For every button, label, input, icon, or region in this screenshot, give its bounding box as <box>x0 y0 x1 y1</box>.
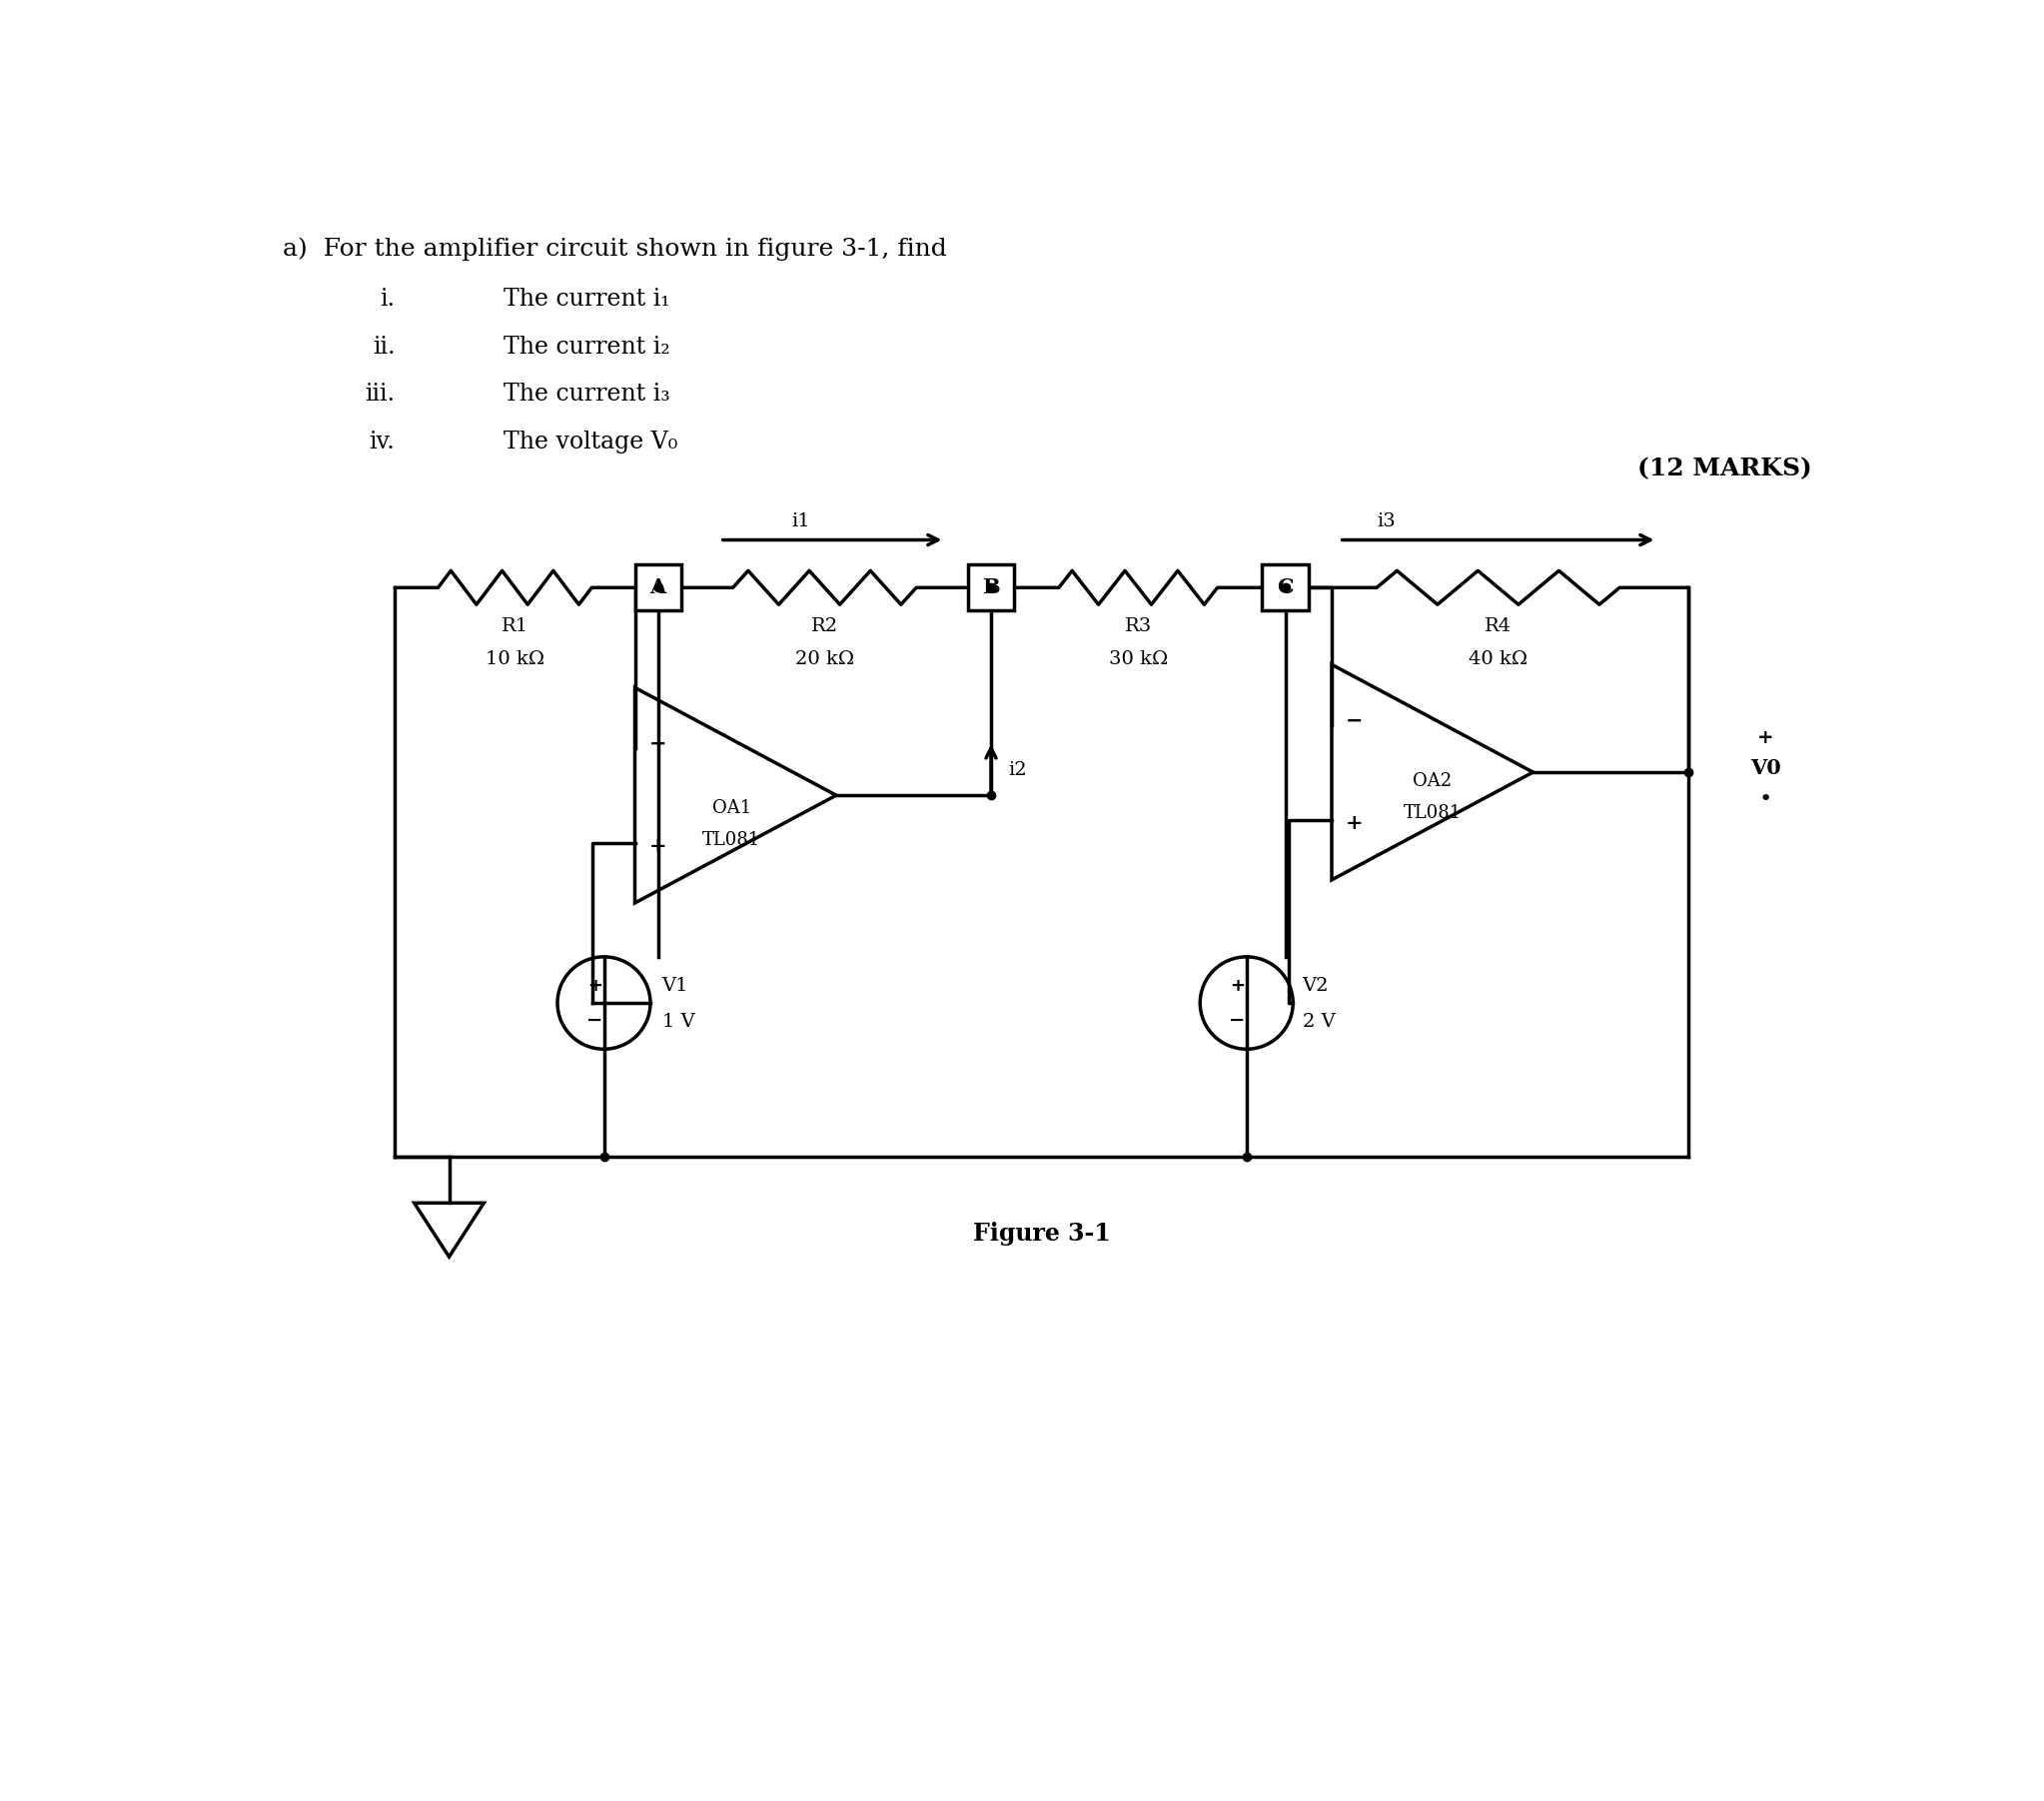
Text: R4: R4 <box>1484 618 1513 634</box>
Text: 40 kΩ: 40 kΩ <box>1470 650 1527 668</box>
Text: The current i₂: The current i₂ <box>503 335 670 358</box>
Text: −: − <box>648 735 666 755</box>
Text: The voltage V₀: The voltage V₀ <box>503 430 677 454</box>
Text: i2: i2 <box>1008 762 1026 780</box>
Text: V1: V1 <box>662 978 689 994</box>
Text: The current i₁: The current i₁ <box>503 288 670 310</box>
FancyBboxPatch shape <box>636 564 681 611</box>
Text: A: A <box>650 578 666 598</box>
Text: iii.: iii. <box>364 384 394 405</box>
Text: R2: R2 <box>811 618 838 634</box>
Text: −: − <box>1345 711 1363 731</box>
Text: The current i₃: The current i₃ <box>503 384 670 405</box>
Text: +: + <box>1345 814 1363 834</box>
Text: Figure 3-1: Figure 3-1 <box>973 1221 1110 1246</box>
Text: ii.: ii. <box>372 335 394 358</box>
Text: +: + <box>587 978 603 994</box>
Text: i3: i3 <box>1376 513 1396 531</box>
Text: −: − <box>1228 1010 1245 1030</box>
FancyBboxPatch shape <box>1261 564 1308 611</box>
Text: 1 V: 1 V <box>662 1014 695 1032</box>
FancyBboxPatch shape <box>967 564 1014 611</box>
Text: C: C <box>1278 578 1294 598</box>
Text: 20 kΩ: 20 kΩ <box>795 650 854 668</box>
Text: i.: i. <box>380 288 394 310</box>
Text: TL081: TL081 <box>703 832 760 850</box>
Text: •: • <box>1758 789 1772 809</box>
Text: TL081: TL081 <box>1404 805 1461 823</box>
Text: R1: R1 <box>501 618 529 634</box>
Text: R3: R3 <box>1124 618 1151 634</box>
Text: +: + <box>1230 978 1245 994</box>
Text: +: + <box>1758 728 1774 747</box>
Text: 10 kΩ: 10 kΩ <box>484 650 544 668</box>
Text: OA2: OA2 <box>1412 773 1451 791</box>
Text: a)  For the amplifier circuit shown in figure 3-1, find: a) For the amplifier circuit shown in fi… <box>282 238 946 261</box>
Text: iv.: iv. <box>370 430 394 454</box>
Text: i1: i1 <box>791 513 811 531</box>
Text: 2 V: 2 V <box>1302 1014 1335 1032</box>
Text: +: + <box>648 836 666 857</box>
Text: (12 MARKS): (12 MARKS) <box>1637 457 1811 481</box>
Text: −: − <box>587 1010 603 1030</box>
Text: 30 kΩ: 30 kΩ <box>1108 650 1167 668</box>
Text: B: B <box>983 578 1000 598</box>
Text: V0: V0 <box>1750 758 1780 778</box>
Text: V2: V2 <box>1302 978 1329 994</box>
Text: OA1: OA1 <box>711 800 752 818</box>
